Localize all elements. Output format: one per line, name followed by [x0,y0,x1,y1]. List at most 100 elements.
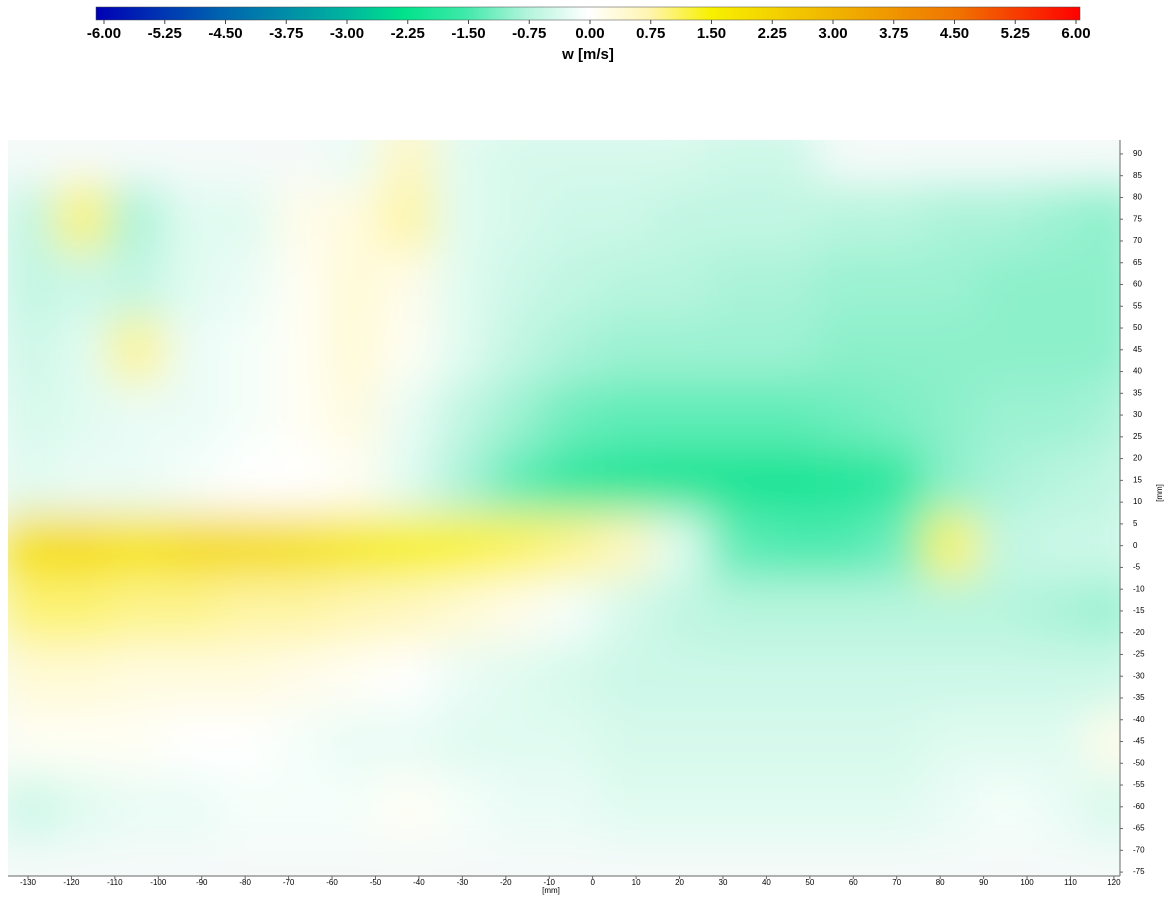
field-cell [543,382,599,449]
field-cell [380,186,436,253]
field-cell [1086,708,1120,775]
x-tick-label: 110 [1064,878,1077,887]
colorbar-tick-label: -3.00 [330,25,364,42]
field-cell [435,513,491,579]
field-cell [55,774,110,840]
x-tick-label: -20 [500,878,512,887]
x-tick-label: -130 [20,878,37,887]
x-tick-label: 50 [805,878,814,887]
field-cell [706,643,762,710]
y-tick-label: 25 [1133,432,1142,441]
field-cell [869,578,925,645]
field-cell [1032,774,1088,840]
x-tick-label: 90 [979,878,988,887]
field-cell [869,513,925,579]
field-cell [760,513,816,579]
y-tick-label: 85 [1133,171,1142,180]
colorbar-label: w [m/s] [561,46,614,63]
field-cell [109,447,165,514]
field-cell [598,774,653,840]
field-cell [435,643,491,710]
field-cell [55,578,110,645]
field-cell [109,774,165,840]
y-tick-label: -5 [1133,563,1141,572]
field-cell [218,251,273,318]
field-cell [978,643,1033,710]
x-tick-label: 100 [1020,878,1034,887]
y-tick-label: -25 [1133,650,1145,659]
field-cell [55,447,110,514]
field-cell [652,708,708,775]
x-tick-label: -40 [413,878,425,887]
y-tick-label: -75 [1133,867,1145,876]
field-cell [978,447,1033,514]
field-cell [815,708,871,775]
colorbar-tick-label: 6.00 [1061,25,1090,42]
field-cell [218,186,273,253]
field-cell [760,140,816,188]
field-cell [163,251,219,318]
y-tick-label: 35 [1133,388,1142,397]
colorbar-tick-label: 3.00 [818,25,847,42]
y-tick-label: 70 [1133,236,1142,245]
x-tick-label: 70 [892,878,901,887]
field-cell [978,251,1033,318]
field-cell [978,708,1033,775]
x-tick-label: -120 [63,878,80,887]
field-cell [55,251,110,318]
field-cell [923,251,979,318]
field-cell [218,382,273,449]
colorbar-tick-label: -5.25 [148,25,182,42]
x-tick-label: -110 [107,878,123,887]
field-cell [815,382,871,449]
colorbar-tick-label: 3.75 [879,25,908,42]
field-cell [978,774,1033,840]
field-cell [1032,643,1088,710]
field-cell [978,578,1033,645]
field-cell [598,708,653,775]
field-cell [760,186,816,253]
y-tick-label: 65 [1133,258,1142,267]
field-cell [380,251,436,318]
field-cell [543,317,599,383]
field-cell [489,708,545,775]
field-cell [1032,251,1088,318]
x-tick-label: -70 [283,878,295,887]
field-cell [8,186,56,253]
field-cell [760,447,816,514]
field-cell [326,186,382,253]
field-cell [706,578,762,645]
x-tick-label: 60 [849,878,858,887]
field-cell [652,774,708,840]
field-cell [706,382,762,449]
field-cell [380,513,436,579]
field-cell [218,708,273,775]
field-cell [1086,251,1120,318]
field-cell [326,708,382,775]
field-cell [598,251,653,318]
field-cell [218,578,273,645]
field-cell [272,186,328,253]
colorbar-tick-label: 1.50 [697,25,726,42]
field-cell [326,382,382,449]
field-cell [978,186,1033,253]
field-cell [163,382,219,449]
field-cell [109,186,165,253]
field-cell [543,643,599,710]
x-tick-label: 80 [936,878,945,887]
field-cell [1086,643,1120,710]
field-cell [163,643,219,710]
field-cell [652,140,708,188]
y-tick-label: 50 [1133,323,1142,332]
field-cell [598,317,653,383]
field-cell [8,251,56,318]
field-cell [869,317,925,383]
field-cell [1032,513,1088,579]
field-cell [815,251,871,318]
field-cell [163,317,219,383]
x-tick-label: -50 [370,878,382,887]
colorbar [95,6,1081,21]
y-tick-label: -55 [1133,780,1145,789]
field-cell [380,382,436,449]
x-tick-label: -10 [543,878,555,887]
